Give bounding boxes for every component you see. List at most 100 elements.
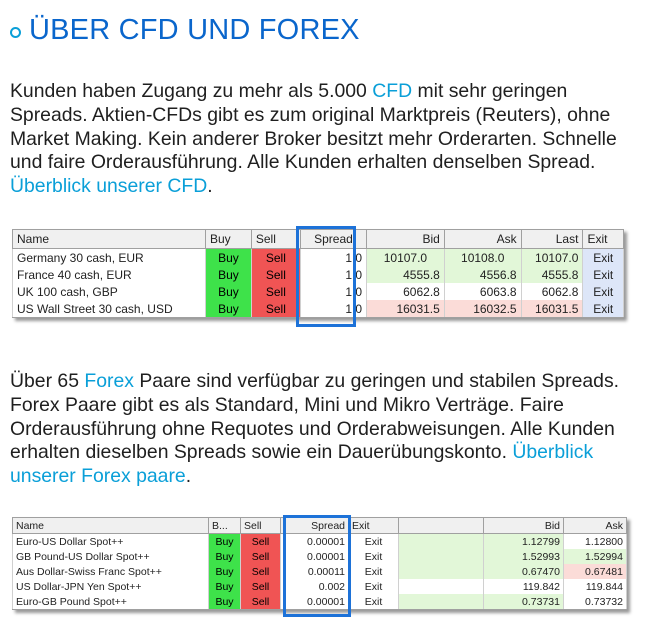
para2-text-after: .: [185, 465, 192, 488]
table-row: Euro-US Dollar Spot++ Buy Sell 0.00001 E…: [12, 533, 627, 549]
ask-value: 0.73732: [563, 594, 627, 610]
sell-button[interactable]: Sell: [240, 594, 281, 610]
buy-button[interactable]: Buy: [205, 283, 252, 300]
column-header-bid[interactable]: Bid: [483, 517, 564, 534]
table-row: France 40 cash, EUR Buy Sell 1.0 4555.8 …: [12, 266, 624, 283]
bid-bar-cell: [398, 549, 484, 564]
spread-value: 0.00001: [280, 549, 349, 564]
column-header-name[interactable]: Name: [12, 229, 206, 249]
pair-name: Aus Dollar-Swiss Franc Spot++: [12, 564, 209, 579]
sell-button[interactable]: Sell: [240, 579, 281, 594]
sell-button[interactable]: Sell: [240, 549, 281, 564]
table-header-row: Name Buy Sell Spread Bid Ask Last Exit: [12, 229, 624, 249]
instrument-name: France 40 cash, EUR: [12, 266, 206, 283]
exit-button[interactable]: Exit: [348, 594, 399, 610]
sell-button[interactable]: Sell: [250, 266, 301, 283]
buy-button[interactable]: Buy: [208, 594, 241, 610]
forex-paragraph: Über 65 Forex Paare sind verfügbar zu ge…: [10, 370, 642, 489]
last-value: 6062.8: [520, 283, 584, 300]
forex-overview-link[interactable]: Überblick unserer Forex paare: [10, 441, 594, 488]
buy-button[interactable]: Buy: [208, 579, 241, 594]
column-header-buy[interactable]: Buy: [205, 229, 252, 249]
ask-value: 0.67481: [563, 564, 627, 579]
sell-button[interactable]: Sell: [250, 283, 301, 300]
section-heading: ÜBER CFD UND FOREX: [10, 10, 360, 50]
bid-bar-cell: [398, 579, 484, 594]
spread-value: 0.002: [280, 579, 349, 594]
buy-button[interactable]: Buy: [205, 266, 252, 283]
cfd-overview-link[interactable]: Überblick unserer CFD: [10, 175, 208, 198]
table-row: US Wall Street 30 cash, USD Buy Sell 1.0…: [12, 300, 624, 318]
table-row: Euro-GB Pound Spot++ Buy Sell 0.00001 Ex…: [12, 594, 627, 610]
instrument-name: US Wall Street 30 cash, USD: [12, 300, 206, 318]
sell-button[interactable]: Sell: [250, 248, 301, 266]
circle-bullet-icon: [10, 26, 21, 38]
table-row: US Dollar-JPN Yen Spot++ Buy Sell 0.002 …: [12, 579, 627, 594]
spread-value: 1.0: [299, 300, 368, 318]
ask-value: 119.844: [563, 579, 627, 594]
exit-button[interactable]: Exit: [582, 283, 624, 300]
column-header-bid[interactable]: Bid: [366, 229, 445, 249]
column-header-blank: [398, 517, 484, 534]
spread-value: 1.0: [299, 248, 368, 266]
exit-button[interactable]: Exit: [348, 533, 399, 549]
buy-button[interactable]: Buy: [208, 549, 241, 564]
spread-value: 0.00011: [280, 564, 349, 579]
bid-value: 10107.0: [366, 248, 445, 266]
column-header-ask[interactable]: Ask: [563, 517, 627, 534]
bid-value: 1.52993: [483, 549, 564, 564]
para1-text-after: .: [207, 175, 213, 198]
ask-value: 4556.8: [443, 266, 522, 283]
exit-button[interactable]: Exit: [348, 564, 399, 579]
bid-bar-cell: [398, 564, 484, 579]
buy-button[interactable]: Buy: [205, 300, 252, 318]
para2-text-before: Über 65: [10, 370, 85, 392]
para2-text-middle: Paare sind verfügbar zu geringen und sta…: [10, 370, 620, 464]
last-value: 16031.5: [520, 300, 584, 318]
table-row: GB Pound-US Dollar Spot++ Buy Sell 0.000…: [12, 549, 627, 564]
column-header-sell[interactable]: Sell: [240, 517, 281, 534]
cfd-paragraph: Kunden haben Zugang zu mehr als 5.000 CF…: [10, 80, 642, 199]
bid-value: 119.842: [483, 579, 564, 594]
exit-button[interactable]: Exit: [348, 579, 399, 594]
ask-value: 10108.0: [443, 248, 522, 266]
exit-button[interactable]: Exit: [582, 266, 624, 283]
last-value: 10107.0: [520, 248, 584, 266]
sell-button[interactable]: Sell: [240, 564, 281, 579]
forex-quotes-table: Name B... Sell Spread Exit Bid Ask Euro-…: [12, 517, 627, 610]
column-header-exit[interactable]: Exit: [582, 229, 624, 249]
column-header-buy[interactable]: B...: [208, 517, 241, 534]
column-header-spread[interactable]: Spread: [280, 517, 349, 534]
pair-name: US Dollar-JPN Yen Spot++: [12, 579, 209, 594]
column-header-last[interactable]: Last: [520, 229, 584, 249]
buy-button[interactable]: Buy: [208, 564, 241, 579]
ask-value: 6063.8: [443, 283, 522, 300]
column-header-exit[interactable]: Exit: [348, 517, 399, 534]
buy-button[interactable]: Buy: [208, 533, 241, 549]
instrument-name: UK 100 cash, GBP: [12, 283, 206, 300]
exit-button[interactable]: Exit: [582, 300, 624, 318]
spread-value: 0.00001: [280, 594, 349, 610]
table-row: UK 100 cash, GBP Buy Sell 1.0 6062.8 606…: [12, 283, 624, 300]
exit-button[interactable]: Exit: [348, 549, 399, 564]
ask-value: 1.52994: [563, 549, 627, 564]
sell-button[interactable]: Sell: [240, 533, 281, 549]
page-title: ÜBER CFD UND FOREX: [29, 13, 360, 46]
bid-value: 16031.5: [366, 300, 445, 318]
forex-link[interactable]: Forex: [84, 370, 134, 392]
pair-name: Euro-US Dollar Spot++: [12, 533, 209, 549]
bid-value: 0.67470: [483, 564, 564, 579]
exit-button[interactable]: Exit: [582, 248, 624, 266]
bid-value: 1.12799: [483, 533, 564, 549]
sell-button[interactable]: Sell: [250, 300, 301, 318]
bid-value: 0.73731: [483, 594, 564, 610]
buy-button[interactable]: Buy: [205, 248, 252, 266]
pair-name: Euro-GB Pound Spot++: [12, 594, 209, 610]
column-header-name[interactable]: Name: [12, 517, 209, 534]
column-header-ask[interactable]: Ask: [443, 229, 522, 249]
column-header-sell[interactable]: Sell: [250, 229, 301, 249]
bid-value: 4555.8: [366, 266, 445, 283]
column-header-spread[interactable]: Spread: [299, 229, 368, 249]
spread-value: 1.0: [299, 283, 368, 300]
cfd-link[interactable]: CFD: [372, 80, 413, 102]
